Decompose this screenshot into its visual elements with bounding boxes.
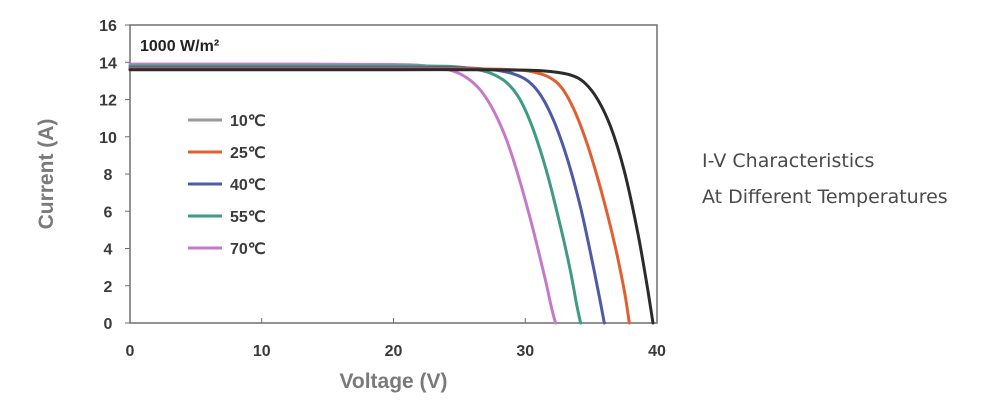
- legend-label: 25℃: [230, 145, 266, 162]
- y-axis-title: Current (A): [35, 119, 58, 230]
- series-line-55c: [128, 64, 583, 325]
- legend-label: 10℃: [230, 113, 266, 130]
- irradiance-annotation: 1000 W/m²: [140, 38, 219, 55]
- x-tick-label: 30: [516, 343, 534, 360]
- y-tick-label: 12: [99, 93, 117, 110]
- y-tick-label: 8: [104, 167, 113, 184]
- x-axis-title: Voltage (V): [339, 370, 447, 393]
- x-axis: 0 10 20 30 40: [126, 318, 666, 360]
- x-tick-label: 40: [648, 343, 666, 360]
- y-tick-label: 10: [99, 130, 117, 147]
- x-tick-label: 10: [253, 343, 271, 360]
- caption-subtitle: At Different Temperatures: [702, 186, 948, 208]
- y-tick-label: 6: [104, 204, 113, 221]
- series-line-70c: [128, 62, 558, 325]
- legend-label: 70℃: [230, 241, 266, 258]
- x-tick-label: 0: [126, 343, 135, 360]
- y-tick-label: 14: [99, 55, 117, 72]
- series-line-10c: [128, 68, 655, 325]
- y-tick-label: 0: [104, 316, 113, 333]
- series-line-40c: [128, 66, 606, 325]
- x-tick-label: 20: [385, 343, 403, 360]
- y-axis: 0 2 4 6 8 10 12 14 16: [99, 18, 130, 333]
- legend-label: 55℃: [230, 209, 266, 226]
- y-tick-label: 2: [104, 279, 113, 296]
- caption-title: I-V Characteristics: [702, 150, 875, 172]
- legend-label: 40℃: [230, 177, 266, 194]
- y-tick-label: 16: [99, 18, 117, 35]
- legend: 10℃ 25℃ 40℃ 55℃ 70℃: [188, 113, 266, 258]
- y-tick-label: 4: [104, 242, 113, 259]
- series-lines: [128, 62, 655, 325]
